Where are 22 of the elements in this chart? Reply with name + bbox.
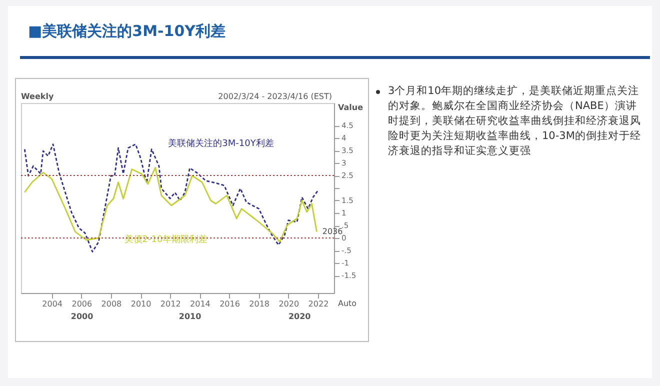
chart-title: ■美联储关注的3M-10Y利差 bbox=[28, 22, 226, 41]
text: 2002/3/24 - 2023/4/16 (EST) bbox=[218, 92, 332, 101]
text: Auto bbox=[338, 299, 357, 308]
text: 3个月和10年期的继续走扩，是美联储近期重点关注的对象。鲍威尔在全国商业经济协会（NABE）演讲时提到，美联储在研究收益率曲线倒挂和经济衰退风险时更为关注短期收益率曲线，10-3M的倒挂对于经济衰退的指导和证实意义更强 bbox=[388, 84, 642, 159]
text: 2000 bbox=[70, 312, 94, 321]
annotation: 2036 bbox=[322, 226, 343, 236]
x-tick-label: 2014 bbox=[190, 300, 210, 308]
x-tick-label: 2016 bbox=[220, 300, 240, 308]
text: 2010 bbox=[178, 312, 202, 321]
text: 2020 bbox=[288, 312, 312, 321]
series-label: 美联储关注的3M-10Y利差 bbox=[168, 138, 274, 149]
line-series bbox=[24, 166, 318, 242]
x-tick-label: 2004 bbox=[42, 300, 62, 308]
x-tick-label: 2010 bbox=[130, 300, 152, 308]
x-tick-label: 2018 bbox=[249, 300, 270, 308]
x-tick-label: 2006 bbox=[72, 300, 92, 308]
text: Weekly bbox=[21, 92, 54, 101]
x-tick-label: 2008 bbox=[101, 300, 122, 308]
x-tick-label: 2012 bbox=[160, 300, 181, 308]
y-axis-title: Value bbox=[338, 103, 364, 112]
x-tick-label: 2020 bbox=[278, 300, 300, 308]
x-tick-label: 2022 bbox=[308, 300, 329, 308]
